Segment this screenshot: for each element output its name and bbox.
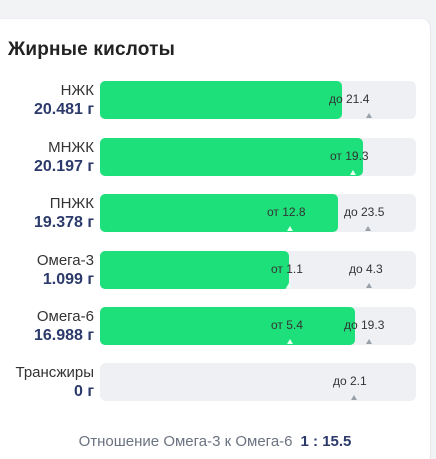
nutrient-value: 1.099 г (42, 271, 94, 288)
max-marker-icon (366, 283, 372, 288)
row-omega3: Омега-3 1.099 г от 1.1 до 4.3 (0, 251, 430, 311)
row-pufa: ПНЖК 19.378 г от 12.8 до 23.5 (0, 194, 430, 254)
min-marker-icon (286, 283, 292, 288)
max-label: до 21.4 (329, 92, 370, 106)
progress-fill (100, 138, 363, 176)
max-label: до 4.3 (349, 262, 383, 276)
min-label: от 5.4 (271, 318, 303, 332)
nutrient-value: 20.197 г (33, 158, 94, 175)
progress-fill (100, 251, 289, 289)
row-mufa: МНЖК 20.197 г от 19.3 (0, 138, 430, 198)
ratio-label: Отношение Омега-3 к Омега-6 (78, 433, 293, 450)
omega-ratio: Отношение Омега-3 к Омега-6 1 : 15.5 (0, 433, 430, 450)
progress-track: от 1.1 до 4.3 (100, 251, 416, 289)
min-marker-icon (350, 170, 356, 175)
nutrient-name: Трансжиры (15, 364, 95, 381)
progress-track: от 19.3 (100, 138, 416, 176)
nutrient-value: 16.988 г (33, 327, 94, 344)
min-label: от 19.3 (330, 149, 369, 163)
max-label: до 23.5 (344, 205, 385, 219)
min-marker-icon (287, 226, 293, 231)
progress-track: от 12.8 до 23.5 (100, 194, 416, 232)
row-label: МНЖК 20.197 г (0, 138, 94, 176)
max-label: до 2.1 (333, 374, 367, 388)
nutrient-value: 19.378 г (33, 214, 94, 231)
max-marker-icon (365, 226, 371, 231)
nutrient-value: 0 г (73, 383, 94, 400)
ratio-value: 1 : 15.5 (300, 433, 352, 450)
nutrient-name: МНЖК (48, 139, 94, 156)
max-label: до 19.3 (344, 318, 385, 332)
nutrient-name: Омега-3 (36, 252, 94, 269)
min-marker-icon (287, 339, 293, 344)
nutrient-value: 20.481 г (33, 101, 94, 118)
row-trans-fat: Трансжиры 0 г до 2.1 (0, 363, 430, 423)
row-label: Омега-3 1.099 г (0, 251, 94, 289)
card-title: Жирные кислоты (8, 39, 176, 60)
progress-track: до 21.4 (100, 81, 416, 119)
min-label: от 1.1 (271, 262, 303, 276)
fatty-acids-card: Жирные кислоты НЖК 20.481 г до 21.4 МНЖК… (0, 18, 431, 459)
progress-track: от 5.4 до 19.3 (100, 307, 416, 345)
nutrient-name: ПНЖК (49, 195, 94, 212)
max-marker-icon (366, 339, 372, 344)
row-label: Трансжиры 0 г (0, 363, 95, 401)
max-marker-icon (366, 113, 372, 118)
row-sfa: НЖК 20.481 г до 21.4 (0, 81, 430, 141)
nutrient-name: Омега-6 (36, 308, 94, 325)
row-label: НЖК 20.481 г (0, 81, 94, 119)
min-label: от 12.8 (267, 205, 306, 219)
nutrient-name: НЖК (60, 82, 94, 99)
progress-fill (100, 194, 338, 232)
progress-track: до 2.1 (100, 363, 416, 401)
max-marker-icon (351, 395, 357, 400)
progress-fill (100, 81, 342, 119)
row-label: ПНЖК 19.378 г (0, 194, 94, 232)
row-label: Омега-6 16.988 г (0, 307, 94, 345)
row-omega6: Омега-6 16.988 г от 5.4 до 19.3 (0, 307, 430, 367)
progress-fill (100, 307, 355, 345)
